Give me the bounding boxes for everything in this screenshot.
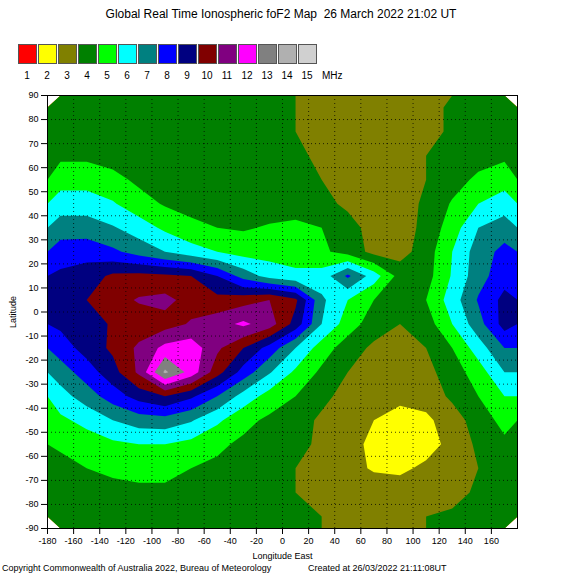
svg-text:-100: -100 <box>143 536 161 546</box>
html-text:10: 10 <box>201 70 213 81</box>
svg-text:-70: -70 <box>25 475 38 485</box>
svg-text:Longitude East: Longitude East <box>252 551 313 561</box>
html-text:6: 6 <box>124 70 130 81</box>
svg-text:-60: -60 <box>198 536 211 546</box>
svg-text:0: 0 <box>33 307 38 317</box>
html-text:Global Real Time Ionospheric f: Global Real Time Ionospheric foF2 Map 26… <box>105 7 457 21</box>
html-text:11: 11 <box>221 70 233 81</box>
svg-text:100: 100 <box>406 536 421 546</box>
svg-text:20: 20 <box>28 259 38 269</box>
svg-text:-120: -120 <box>117 536 135 546</box>
svg-text:40: 40 <box>330 536 340 546</box>
svg-text:30: 30 <box>28 235 38 245</box>
svg-text:80: 80 <box>28 114 38 124</box>
svg-text:-20: -20 <box>250 536 263 546</box>
html-text:7: 7 <box>144 70 150 81</box>
html-text:12: 12 <box>241 70 253 81</box>
html-text:Created at 26/03/2022 21:11:08: Created at 26/03/2022 21:11:08UT <box>308 563 447 573</box>
html-text:3: 3 <box>64 70 70 81</box>
svg-text:50: 50 <box>28 187 38 197</box>
svg-text:-30: -30 <box>25 379 38 389</box>
svg-text:-80: -80 <box>172 536 185 546</box>
svg-text:-40: -40 <box>224 536 237 546</box>
svg-text:20: 20 <box>304 536 314 546</box>
svg-text:0: 0 <box>280 536 285 546</box>
svg-text:-10: -10 <box>25 331 38 341</box>
svg-text:60: 60 <box>356 536 366 546</box>
html-text:8: 8 <box>164 70 170 81</box>
svg-text:-20: -20 <box>25 355 38 365</box>
svg-text:80: 80 <box>382 536 392 546</box>
svg-text:-140: -140 <box>91 536 109 546</box>
svg-text:90: 90 <box>28 90 38 100</box>
svg-text:-80: -80 <box>25 499 38 509</box>
html-text:4: 4 <box>84 70 90 81</box>
svg-text:40: 40 <box>28 211 38 221</box>
svg-text:Latitude: Latitude <box>8 296 18 328</box>
svg-text:120: 120 <box>432 536 447 546</box>
svg-text:60: 60 <box>28 163 38 173</box>
svg-text:-50: -50 <box>25 427 38 437</box>
html-text:1: 1 <box>24 70 30 81</box>
svg-text:70: 70 <box>28 138 38 148</box>
html-text:MHz: MHz <box>322 70 343 81</box>
html-text:14: 14 <box>281 70 293 81</box>
svg-text:-40: -40 <box>25 403 38 413</box>
html-text:5: 5 <box>104 70 110 81</box>
html-text:Copyright Commonwealth of Aust: Copyright Commonwealth of Australia 2022… <box>2 563 272 573</box>
svg-text:160: 160 <box>484 536 499 546</box>
svg-text:140: 140 <box>458 536 473 546</box>
svg-text:-160: -160 <box>65 536 83 546</box>
svg-text:10: 10 <box>28 283 38 293</box>
html-text:13: 13 <box>261 70 273 81</box>
html-text:9: 9 <box>184 70 190 81</box>
svg-text:-180: -180 <box>38 536 56 546</box>
svg-text:-60: -60 <box>25 451 38 461</box>
html-text:2: 2 <box>44 70 50 81</box>
html-text:15: 15 <box>301 70 313 81</box>
svg-text:-90: -90 <box>25 523 38 533</box>
